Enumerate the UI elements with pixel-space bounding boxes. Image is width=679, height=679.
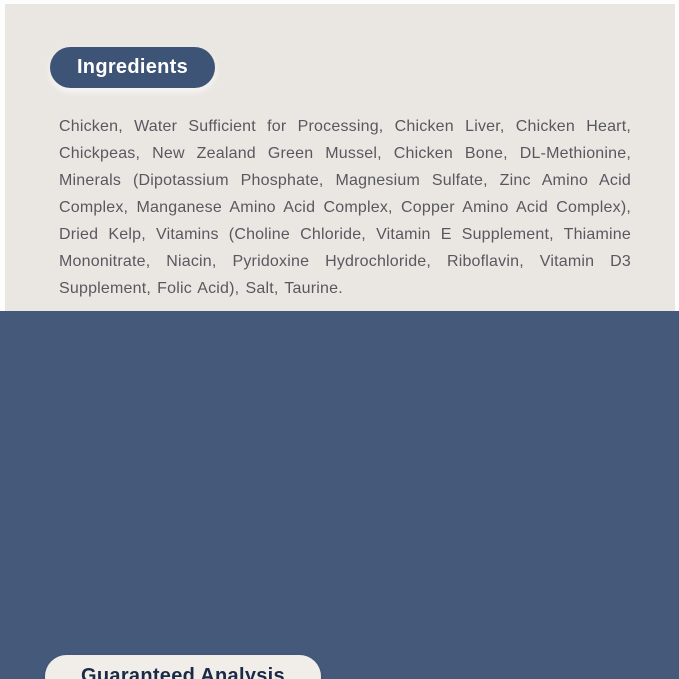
ingredients-badge-label: Ingredients: [76, 56, 189, 78]
ingredients-badge: Ingredients: [50, 47, 215, 88]
ingredients-paragraph: Chicken, Water Sufficient for Processing…: [59, 118, 631, 297]
ingredients-section: Ingredients Chicken, Water Sufficient fo…: [5, 4, 675, 311]
guaranteed-analysis-badge: Guaranteed Analysis: [45, 655, 321, 679]
guaranteed-analysis-badge-label: Guaranteed Analysis: [81, 665, 285, 679]
guaranteed-analysis-section: Guaranteed Analysis Crude Protein (min) …: [0, 311, 679, 679]
